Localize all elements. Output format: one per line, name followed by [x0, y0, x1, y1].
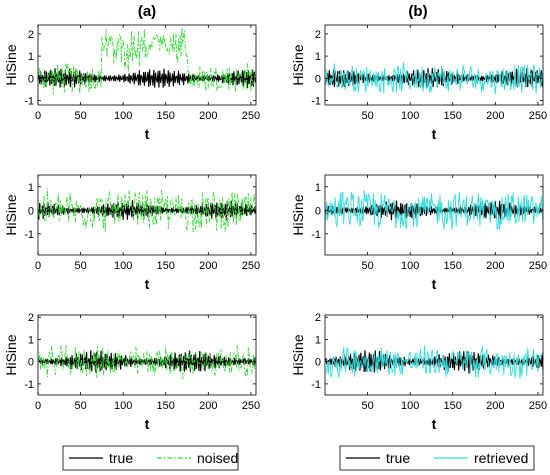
y-tick-label: 2: [315, 312, 321, 324]
y-tick-label: -1: [311, 229, 321, 241]
x-axis-label: t: [145, 276, 150, 292]
y-axis-label: HiSine: [290, 44, 306, 85]
x-tick-label: 150: [444, 110, 462, 122]
y-tick-label: -1: [24, 96, 34, 108]
x-tick-label: 250: [242, 260, 260, 272]
x-tick-label: 200: [486, 260, 504, 272]
y-tick-label: 0: [315, 205, 321, 217]
axes-box: [324, 24, 544, 106]
column-title-a: (a): [138, 3, 156, 20]
x-tick-label: 100: [114, 110, 132, 122]
panel-row3-b: 50 100 150 200 250 -1 0 1 2 t HiSine: [290, 312, 547, 432]
legend-a: true noised: [62, 445, 239, 471]
x-tick-label: 200: [199, 400, 217, 412]
x-tick-label: 50: [74, 110, 86, 122]
y-axis-label: HiSine: [3, 334, 19, 375]
axes-box: [324, 174, 544, 256]
x-tick-label: 100: [401, 400, 419, 412]
plot-area: [325, 25, 543, 105]
y-tick-label: 2: [315, 29, 321, 41]
x-tick-label: 50: [74, 260, 86, 272]
x-tick-label: 0: [35, 110, 41, 122]
x-tick-label: 100: [401, 110, 419, 122]
x-tick-label: 50: [74, 400, 86, 412]
x-tick-label: 250: [529, 260, 547, 272]
legend-label: retrieved: [474, 450, 528, 466]
x-axis-label: t: [432, 416, 437, 432]
x-tick-label: 0: [35, 260, 41, 272]
series-line-estimate: [38, 344, 256, 380]
y-axis-label: HiSine: [290, 194, 306, 235]
y-tick-label: -1: [311, 96, 321, 108]
plot-area: [38, 25, 256, 105]
panel-row2-b: 50 100 150 200 250 -1 0 1 t HiSine: [290, 174, 547, 292]
panel-row2-a: 0 50 100 150 200 250 -1 0 1 t HiSine: [3, 174, 260, 292]
x-tick-label: 250: [529, 400, 547, 412]
y-tick-label: 1: [28, 182, 34, 194]
y-tick-label: 1: [28, 334, 34, 346]
series-line-estimate: [325, 189, 543, 231]
x-tick-label: 150: [157, 260, 175, 272]
x-tick-label: 250: [529, 110, 547, 122]
axes-box: [37, 174, 257, 256]
y-tick-label: 1: [315, 51, 321, 63]
x-tick-label: 50: [361, 110, 373, 122]
y-tick-label: 1: [315, 334, 321, 346]
y-tick-label: 2: [28, 312, 34, 324]
series-line-estimate: [38, 188, 256, 233]
series-line-estimate: [325, 345, 543, 379]
x-tick-label: 150: [444, 400, 462, 412]
y-tick-label: 0: [315, 357, 321, 369]
x-tick-label: 200: [486, 400, 504, 412]
x-tick-label: 100: [114, 260, 132, 272]
y-tick-label: 0: [28, 73, 34, 85]
x-tick-label: 250: [242, 400, 260, 412]
y-tick-label: 2: [28, 29, 34, 41]
x-tick-label: 250: [242, 110, 260, 122]
y-axis-label: HiSine: [290, 334, 306, 375]
x-tick-label: 200: [199, 110, 217, 122]
y-tick-label: 0: [28, 205, 34, 217]
x-tick-label: 100: [114, 400, 132, 412]
y-tick-label: 1: [28, 51, 34, 63]
y-axis-label: HiSine: [3, 194, 19, 235]
legend-b: true retrieved: [339, 445, 535, 471]
y-tick-label: 1: [315, 182, 321, 194]
y-tick-label: 0: [315, 73, 321, 85]
x-tick-label: 50: [361, 400, 373, 412]
axes-box: [324, 314, 544, 396]
legend-label: true: [109, 450, 133, 466]
y-tick-label: -1: [24, 229, 34, 241]
y-tick-label: -1: [24, 379, 34, 391]
x-axis-label: t: [432, 276, 437, 292]
legend-label: true: [386, 450, 410, 466]
x-tick-label: 50: [361, 260, 373, 272]
y-axis-label: HiSine: [3, 44, 19, 85]
series-line-estimate: [325, 62, 543, 95]
x-tick-label: 200: [486, 110, 504, 122]
x-axis-label: t: [432, 126, 437, 142]
axes-box: [37, 24, 257, 106]
x-tick-label: 150: [157, 110, 175, 122]
x-tick-label: 150: [444, 260, 462, 272]
x-axis-label: t: [145, 126, 150, 142]
panel-row1-b: 50 100 150 200 250 -1 0 1 2 t HiSine: [290, 24, 547, 142]
x-axis-label: t: [145, 416, 150, 432]
column-title-b: (b): [408, 3, 427, 20]
y-tick-label: 0: [28, 357, 34, 369]
x-tick-label: 150: [157, 400, 175, 412]
x-tick-label: 200: [199, 260, 217, 272]
legend-label: noised: [197, 450, 238, 466]
x-tick-label: 0: [35, 400, 41, 412]
axes-box: [37, 314, 257, 396]
x-tick-label: 100: [401, 260, 419, 272]
series-line-estimate: [38, 27, 256, 95]
y-tick-label: -1: [311, 379, 321, 391]
